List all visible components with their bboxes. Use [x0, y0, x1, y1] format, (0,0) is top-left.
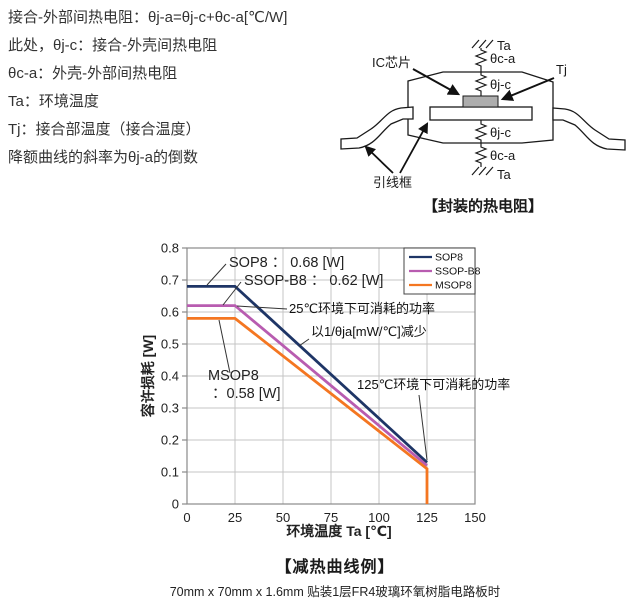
sop8-callout: SOP8 ： 0.68 [W]: [229, 255, 344, 271]
derating-chart: 0 0.1 0.2 0.3 0.4 0.5 0.6 0.7 0.8 0 25 5…: [115, 232, 545, 544]
legend-label-msop8: MSOP8: [435, 280, 472, 292]
lead-frame-arrow-2: [399, 122, 429, 174]
annotation-125c-leader: [418, 394, 428, 461]
legend-label-sop8: SOP8: [435, 252, 463, 264]
annotation-slope: 以1/θja[mW/℃]减少: [311, 324, 427, 339]
lead-frame-label: 引线框: [373, 175, 412, 190]
x-tick-150: 150: [464, 510, 486, 525]
msop8-callout-line2: ：0.58 [W]: [212, 386, 281, 402]
derating-chart-svg: 0 0.1 0.2 0.3 0.4 0.5 0.6 0.7 0.8 0 25 5…: [140, 241, 510, 540]
y-tick-0-5: 0.5: [161, 337, 179, 352]
chart-captions: 【减热曲线例】 70mm x 70mm x 1.6mm 贴装1层FR4玻璃环氧树…: [35, 553, 635, 600]
thermal-path-top: [474, 48, 488, 96]
y-tick-0-8: 0.8: [161, 241, 179, 256]
y-tick-0-7: 0.7: [161, 273, 179, 288]
x-tick-0: 0: [183, 510, 190, 525]
y-tick-0-6: 0.6: [161, 305, 179, 320]
ic-chip: [462, 95, 499, 108]
package-thermal-diagram: Ta θc-a θj-c θj-c θc-a Ta IC芯片 Tj 引线框 【封…: [333, 8, 633, 218]
note-derating-slope: 降额曲线的斜率为θj-a的倒数: [8, 149, 199, 166]
series-line-ssop-b8: [187, 304, 428, 467]
theta-jc-bottom-label: θj-c: [490, 125, 511, 140]
package-diagram-svg: Ta θc-a θj-c θj-c θc-a Ta IC芯片 Tj 引线框 【封…: [340, 38, 626, 215]
series-line-msop8: [187, 317, 429, 504]
annotation-25c: 25℃环境下可消耗的功率: [289, 301, 435, 316]
ic-chip-arrow: [412, 68, 461, 96]
x-tick-75: 75: [324, 510, 338, 525]
x-tick-25: 25: [228, 510, 242, 525]
y-tick-0-3: 0.3: [161, 401, 179, 416]
ta-bottom-label: Ta: [497, 167, 512, 182]
note-tj: Tj：接合部温度（接合温度）: [8, 121, 201, 138]
x-axis-tick-labels: 0 25 50 75 100 125 150: [183, 510, 485, 525]
annotation-25c-leader: [236, 305, 288, 310]
annotation-125c: 125℃环境下可消耗的功率: [357, 377, 510, 392]
msop8-callout-leader: [218, 319, 231, 374]
msop8-callout-line1: MSOP8: [208, 368, 259, 384]
lead-left: [340, 106, 414, 150]
ssop-b8-callout-leader: [222, 281, 242, 306]
y-tick-0-1: 0.1: [161, 465, 179, 480]
y-tick-0-2: 0.2: [161, 433, 179, 448]
x-axis-title: 环境温度 Ta [℃]: [286, 523, 391, 539]
y-axis-tick-labels: 0 0.1 0.2 0.3 0.4 0.5 0.6 0.7 0.8: [161, 241, 179, 512]
note-formula: 接合-外部间热电阻：θj-a=θj-c+θc-a[℃/W]: [8, 9, 288, 26]
chart-subtitle: 70mm x 70mm x 1.6mm 贴装1层FR4玻璃环氧树脂电路板时: [169, 585, 501, 599]
theta-ca-top-label: θc-a: [490, 51, 516, 66]
diagram-caption: 【封装的热电阻】: [423, 197, 543, 215]
die-pad: [429, 106, 533, 121]
annotation-slope-leader: [298, 338, 310, 347]
tj-label: Tj: [556, 62, 567, 77]
theta-jc-top-label: θj-c: [490, 77, 511, 92]
series-line-sop8: [187, 285, 428, 464]
lead-right: [552, 107, 626, 151]
chart-legend: SOP8 SSOP-B8 MSOP8: [403, 247, 481, 295]
ground-hatch-bottom: [471, 166, 494, 176]
legend-label-ssop-b8: SSOP-B8: [435, 266, 481, 278]
sop8-callout-leader: [206, 263, 227, 286]
note-ta: Ta：环境温度: [8, 93, 99, 110]
lead-frame-arrow-1: [364, 145, 394, 174]
ground-hatch-top: [471, 39, 494, 49]
x-tick-50: 50: [276, 510, 290, 525]
note-theta-ca: θc-a：外壳-外部间热电阻: [8, 65, 178, 82]
y-tick-0-4: 0.4: [161, 369, 179, 384]
y-axis-title: 容许损耗 [W]: [140, 335, 156, 418]
note-theta-jc: 此处，θj-c：接合-外壳间热电阻: [8, 37, 218, 54]
thermal-resistance-notes: 接合-外部间热电阻：θj-a=θj-c+θc-a[℃/W] 此处，θj-c：接合…: [8, 4, 338, 172]
ta-top-label: Ta: [497, 38, 512, 53]
x-tick-100: 100: [368, 510, 390, 525]
x-tick-125: 125: [416, 510, 438, 525]
y-tick-marks: [182, 247, 187, 505]
tj-arrow: [500, 77, 555, 101]
ic-chip-label: IC芯片: [372, 55, 411, 70]
chart-title: 【减热曲线例】: [275, 559, 395, 576]
theta-ca-bottom-label: θc-a: [490, 148, 516, 163]
ssop-b8-callout: SSOP-B8 ： 0.62 [W]: [244, 273, 383, 289]
thermal-path-bottom: [474, 120, 488, 167]
y-tick-0: 0: [172, 497, 179, 512]
